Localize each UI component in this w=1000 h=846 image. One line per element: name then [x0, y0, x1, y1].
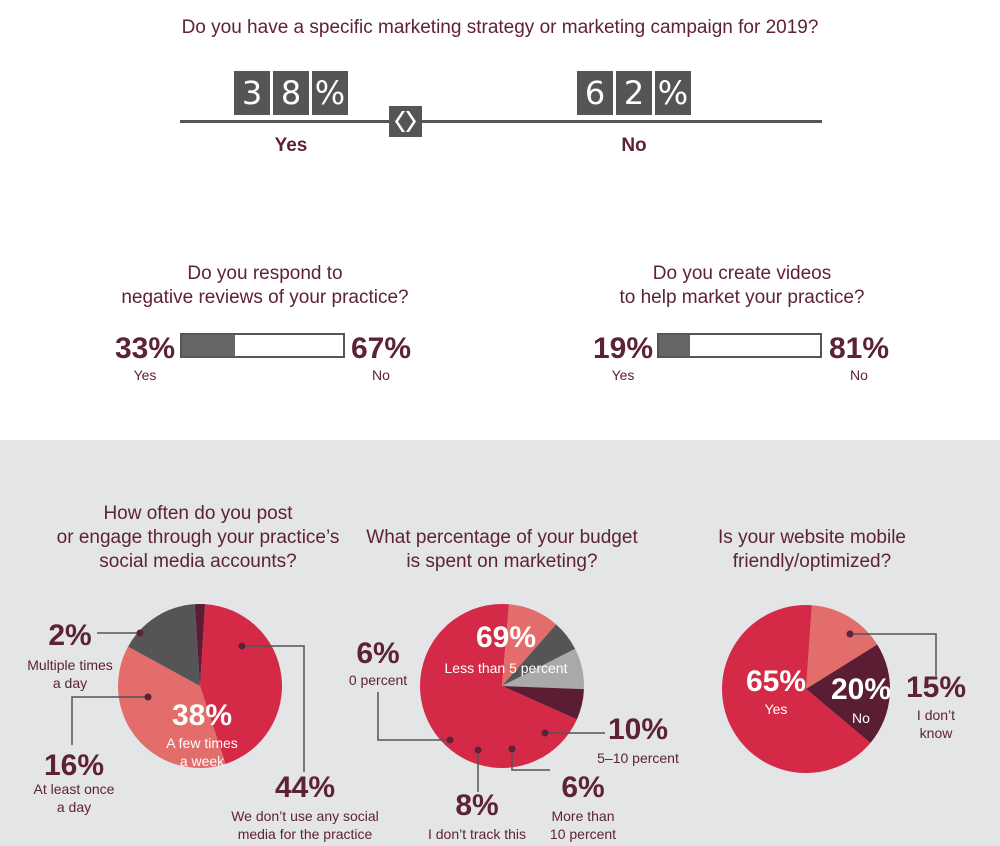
strategy-no-label: No — [621, 135, 647, 156]
yes-percentage-display: 3 8 % — [234, 71, 348, 115]
videos-question-line2: to help market your practice? — [619, 287, 865, 308]
videos-no-percent: 81% — [828, 332, 890, 365]
videos-question-line1: Do you create videos — [652, 263, 832, 284]
social-once-label-line2: a day — [56, 799, 92, 815]
budget-question-line2: is spent on marketing? — [406, 551, 598, 572]
social-week-label-line2: a week — [179, 753, 225, 769]
budget-more10-label-line2: 10 percent — [549, 826, 617, 842]
strategy-split-line — [180, 120, 822, 123]
mobile-dk-label-line1: I don’t — [916, 707, 956, 723]
social-multiple-label-line1: Multiple times — [27, 657, 113, 673]
pie-slice-more-than-10 — [502, 624, 576, 686]
reviews-question-line2: negative reviews of your practice? — [121, 287, 409, 308]
pie-slice-less-than-5 — [419, 603, 577, 768]
budget-track-percent: 8% — [455, 789, 499, 822]
strategy-yes-label: Yes — [274, 135, 308, 156]
pie-slice-once-a-day — [128, 604, 200, 686]
social-multiple-percent: 2% — [48, 619, 92, 652]
leader-no-social — [242, 645, 305, 772]
social-week-label-line1: A few times — [166, 735, 238, 751]
budget-question-line1: What percentage of your budget — [366, 527, 638, 548]
leader-dot-multiple — [136, 629, 144, 637]
social-multiple-label-line2: a day — [52, 675, 88, 691]
mobile-dk-label-line2: know — [919, 725, 953, 741]
reviews-question-line1: Do you respond to — [187, 263, 343, 284]
pie-slice-no-social — [200, 604, 283, 764]
leader-dot-no-social — [238, 642, 246, 650]
pie-slice-no — [806, 644, 891, 743]
social-none-label-line2: media for the practice — [237, 826, 373, 842]
reviews-no-label: No — [372, 367, 390, 383]
leader-dot-more10 — [508, 745, 516, 753]
mobile-yes-percent: 65% — [745, 665, 807, 698]
pie-slice-yes — [722, 604, 871, 773]
leader-dot-once — [144, 693, 152, 701]
strategy-question: Do you have a specific marketing strateg… — [181, 17, 819, 38]
social-none-label-line1: We don’t use any social — [231, 808, 379, 824]
leader-dont-know — [850, 633, 937, 676]
mobile-yes-label: Yes — [764, 701, 788, 717]
leader-once — [71, 696, 148, 745]
no-digit: % — [655, 71, 691, 115]
pie-slice-zero — [502, 686, 584, 720]
videos-no-label: No — [850, 367, 868, 383]
yes-digit: % — [312, 71, 348, 115]
reviews-response-bar — [180, 333, 345, 358]
budget-zero-percent: 6% — [356, 637, 400, 670]
budget-more10-percent: 6% — [561, 771, 605, 804]
yes-digit: 3 — [234, 71, 270, 115]
pie-slice-multiple-times — [194, 603, 206, 686]
budget-less5-label: Less than 5 percent — [444, 660, 568, 676]
no-digit: 2 — [616, 71, 652, 115]
no-digit: 6 — [577, 71, 613, 115]
videos-yes-percent: 19% — [592, 332, 654, 365]
reviews-yes-percent: 33% — [114, 332, 176, 365]
pie-slice-few-times-week — [117, 646, 226, 769]
social-none-percent: 44% — [274, 771, 336, 804]
budget-less5-percent: 69% — [475, 621, 537, 654]
reviews-yes-fill — [182, 335, 236, 356]
leader-dot-zero — [446, 736, 454, 744]
leader-zero — [377, 692, 450, 741]
leader-dot-track — [474, 746, 482, 754]
videos-response-bar — [657, 333, 822, 358]
yes-digit: 8 — [273, 71, 309, 115]
mobile-dk-percent: 15% — [905, 671, 967, 704]
social-once-label-line1: At least once — [33, 781, 115, 797]
budget-track-label: I don’t track this — [427, 826, 527, 842]
leader-more10 — [511, 749, 550, 771]
mobile-no-label: No — [852, 710, 870, 726]
social-question-line2: or engage through your practice’s — [56, 527, 340, 548]
mobile-question-line2: friendly/optimized? — [732, 551, 892, 572]
videos-yes-fill — [659, 335, 690, 356]
budget-more10-label-line1: More than — [551, 808, 615, 824]
social-once-percent: 16% — [43, 749, 105, 782]
leader-dot-dont-know — [846, 630, 854, 638]
social-question-line3: social media accounts? — [99, 551, 297, 572]
mobile-question-line1: Is your website mobile — [718, 527, 906, 548]
reviews-no-percent: 67% — [350, 332, 412, 365]
videos-yes-label: Yes — [611, 367, 635, 383]
social-question-line1: How often do you post — [103, 503, 293, 524]
budget-5to10-percent: 10% — [607, 713, 669, 746]
social-week-percent: 38% — [171, 699, 233, 732]
pie-slice-dont-know — [806, 605, 878, 689]
leader-dot-5to10 — [541, 729, 549, 737]
reviews-yes-label: Yes — [133, 367, 157, 383]
no-percentage-display: 6 2 % — [577, 71, 691, 115]
budget-5to10-label: 5–10 percent — [597, 750, 679, 766]
split-marker-icon — [389, 106, 422, 137]
budget-zero-label: 0 percent — [348, 672, 408, 688]
pie-slice-5-to-10 — [502, 604, 557, 686]
pie-slice-dont-track — [502, 648, 584, 690]
mobile-no-percent: 20% — [830, 673, 892, 706]
